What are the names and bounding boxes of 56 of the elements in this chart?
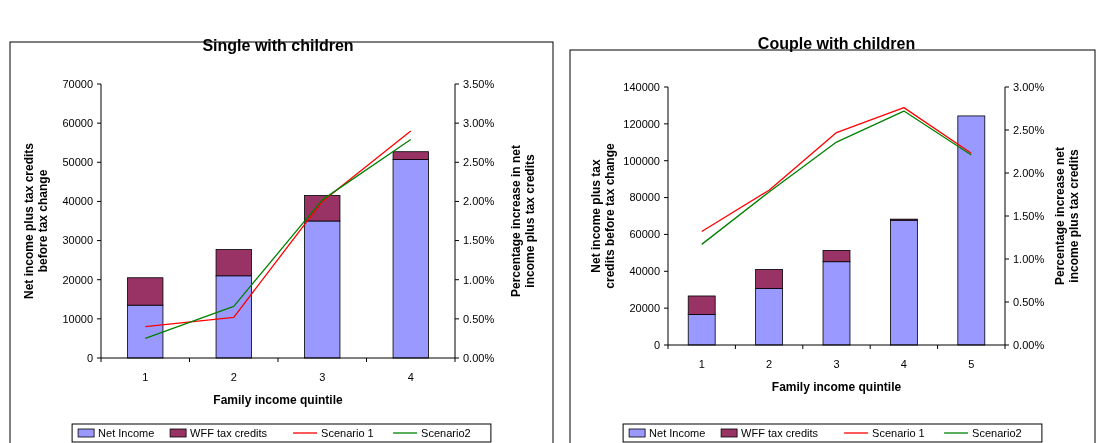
y-tick-label: 140000	[623, 80, 660, 93]
y2-tick-label: 1.50%	[1013, 209, 1045, 222]
y-tick-label: 20000	[62, 273, 93, 286]
y2-tick-label: 1.00%	[1013, 252, 1045, 265]
y-tick-label: 60000	[629, 228, 660, 241]
legend-label: WFF tax credits	[741, 426, 819, 439]
legend-label: Scenario 1	[321, 426, 374, 439]
y2-tick-label: 2.50%	[1013, 123, 1045, 136]
legend-label: Scenario2	[421, 426, 471, 439]
y2-tick-label: 0.50%	[463, 312, 495, 325]
x-tick-label: 2	[766, 357, 773, 370]
x-tick-label: 3	[833, 357, 840, 370]
y-tick-label: 20000	[629, 301, 660, 314]
legend-label: Net Income	[98, 426, 155, 439]
y2-tick-label: 3.00%	[1013, 80, 1045, 93]
chart-title: Single with children	[202, 36, 354, 54]
x-tick-label: 2	[230, 370, 237, 383]
y2-tick-label: 2.50%	[463, 156, 495, 169]
y-axis-title: Net income plus tax credits before tax change	[22, 142, 51, 300]
y2-axis-title: Percentage increase net income plus tax credits	[1053, 146, 1082, 286]
y-tick-label: 70000	[62, 77, 93, 90]
y2-tick-label: 3.00%	[463, 116, 495, 129]
y2-tick-label: 0.50%	[1013, 295, 1045, 308]
y-tick-label: 10000	[62, 312, 93, 325]
legend-label: WFF tax credits	[190, 426, 268, 439]
x-tick-label: 1	[698, 357, 705, 370]
y-tick-label: 40000	[62, 195, 93, 208]
x-axis-title: Family income quintile	[771, 380, 902, 395]
legend-label: Net Income	[649, 426, 706, 439]
y-tick-label: 60000	[62, 116, 93, 129]
y2-axis-title: Percentage increase in net income plus tax credits	[509, 144, 538, 298]
legend-label: Scenario2	[972, 426, 1022, 439]
x-tick-label: 4	[900, 357, 907, 370]
y-tick-label: 40000	[629, 265, 660, 278]
y-tick-label: 80000	[629, 191, 660, 204]
y-axis-title: Net income plus tax credits before tax change	[589, 142, 618, 289]
chart-title: Couple with children	[757, 34, 916, 52]
y2-tick-label: 2.00%	[463, 195, 495, 208]
x-tick-label: 1	[142, 370, 149, 383]
y-tick-label: 50000	[62, 156, 93, 169]
x-tick-label: 4	[407, 370, 414, 383]
legend-label: Scenario 1	[872, 426, 925, 439]
y2-tick-label: 3.50%	[463, 77, 495, 90]
y2-tick-label: 0.00%	[463, 351, 495, 364]
y2-tick-label: 1.00%	[463, 273, 495, 286]
y2-tick-label: 1.50%	[463, 234, 495, 247]
x-axis-title: Family income quintile	[213, 393, 343, 408]
y-tick-label: 120000	[623, 117, 660, 130]
x-tick-label: 5	[968, 357, 975, 370]
y2-tick-label: 2.00%	[1013, 166, 1045, 179]
x-tick-label: 3	[319, 370, 326, 383]
y2-tick-label: 0.00%	[1013, 338, 1045, 351]
y-tick-label: 0	[86, 351, 93, 364]
y-tick-label: 30000	[62, 234, 93, 247]
y-tick-label: 100000	[623, 154, 660, 167]
y-tick-label: 0	[653, 338, 660, 351]
